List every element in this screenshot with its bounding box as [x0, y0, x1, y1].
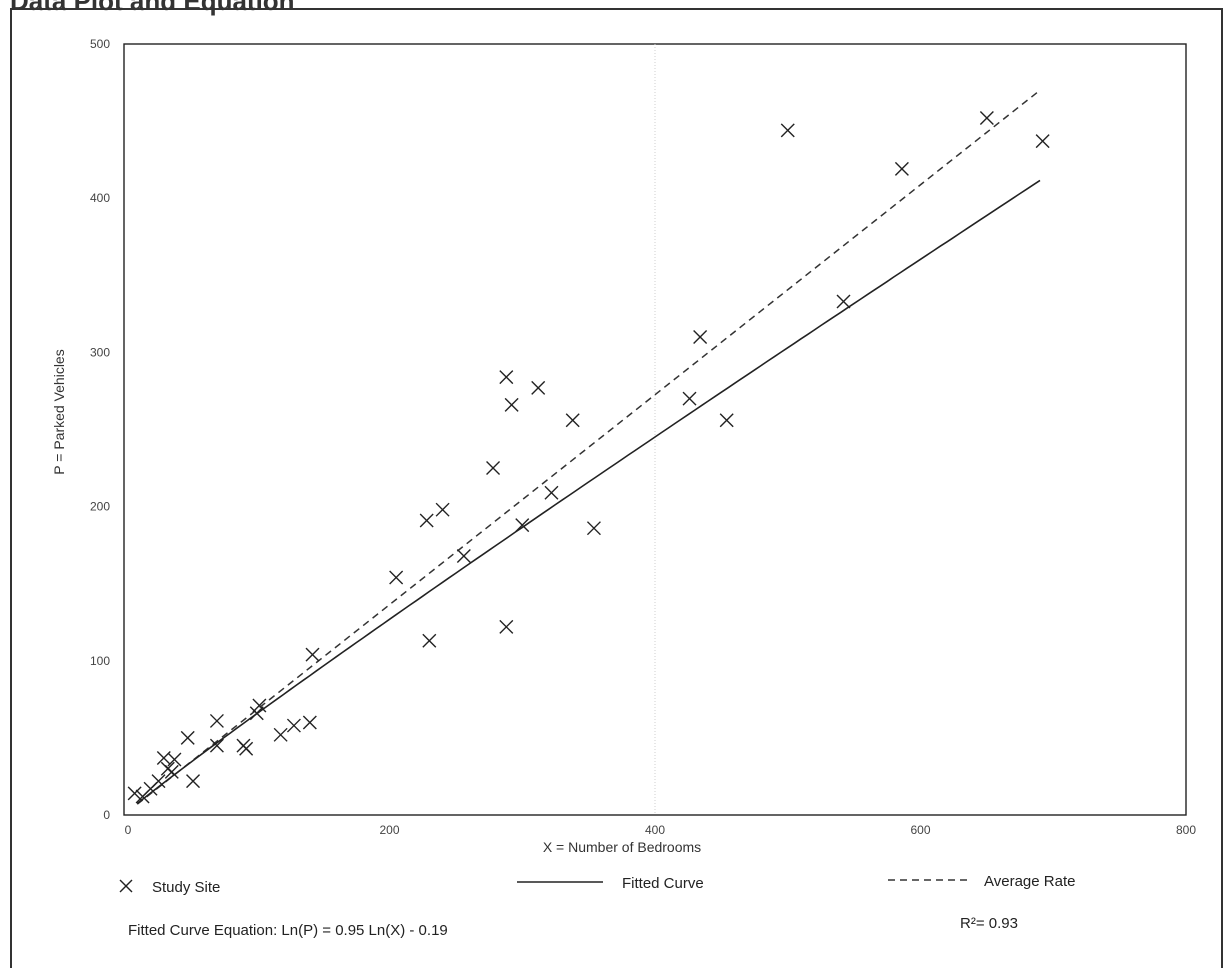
study-site-point	[693, 329, 708, 344]
study-site-point	[209, 713, 224, 728]
study-site-point	[979, 111, 994, 126]
study-site-point	[239, 741, 254, 756]
study-site-point	[682, 391, 697, 406]
study-site-point	[780, 123, 795, 138]
study-site-point	[389, 570, 404, 585]
r-squared-annotation: R²= 0.93	[960, 915, 1018, 932]
study-site-point	[504, 397, 519, 412]
average-rate-line	[136, 89, 1041, 805]
study-site-point	[515, 518, 530, 533]
study-site-point	[836, 294, 851, 309]
legend-fitted-curve-label: Fitted Curve	[622, 875, 704, 892]
x-tick-label: 0	[125, 823, 132, 837]
study-site-point	[127, 786, 142, 801]
fitted-equation-annotation: Fitted Curve Equation: Ln(P) = 0.95 Ln(X…	[128, 922, 448, 939]
x-tick-labels: 0 200 400 600 800	[125, 823, 1197, 837]
y-tick-labels: 0 100 200 300 400 500	[90, 37, 110, 822]
study-site-point	[305, 647, 320, 662]
legend-study-site-label: Study Site	[152, 879, 220, 896]
study-site-point	[499, 619, 514, 634]
x-tick-label: 400	[645, 823, 665, 837]
study-site-points	[127, 111, 1050, 804]
study-site-point	[565, 413, 580, 428]
study-site-point	[302, 715, 317, 730]
study-site-point	[151, 774, 166, 789]
study-site-point	[273, 727, 288, 742]
y-tick-label: 500	[90, 37, 110, 51]
legend-average-rate-label: Average Rate	[984, 873, 1075, 890]
y-tick-label: 100	[90, 654, 110, 668]
fitted-curve-line	[136, 179, 1041, 805]
study-site-point	[531, 380, 546, 395]
x-tick-label: 800	[1176, 823, 1196, 837]
x-tick-label: 600	[910, 823, 930, 837]
study-site-point	[286, 718, 301, 733]
study-site-point	[209, 738, 224, 753]
study-site-point	[252, 698, 267, 713]
legend: Study Site Fitted Curve Average Rate	[119, 873, 1075, 896]
study-site-point	[435, 502, 450, 517]
study-site-point	[499, 370, 514, 385]
y-tick-label: 0	[103, 808, 110, 822]
plot-area	[123, 43, 1187, 816]
legend-study-site-marker	[119, 879, 133, 893]
study-site-point	[180, 730, 195, 745]
y-tick-label: 400	[90, 191, 110, 205]
study-site-point	[456, 548, 471, 563]
study-site-point	[419, 513, 434, 528]
study-site-point	[164, 764, 179, 779]
y-axis-label: P = Parked Vehicles	[51, 349, 67, 474]
y-tick-label: 300	[90, 345, 110, 359]
study-site-point	[249, 706, 264, 721]
study-site-point	[586, 521, 601, 536]
x-tick-label: 200	[379, 823, 399, 837]
study-site-point	[544, 485, 559, 500]
study-site-point	[186, 774, 201, 789]
study-site-point	[167, 752, 182, 767]
study-site-point	[894, 161, 909, 176]
study-site-point	[1035, 134, 1050, 149]
study-site-point	[719, 413, 734, 428]
study-site-point	[422, 633, 437, 648]
x-axis-label: X = Number of Bedrooms	[543, 839, 701, 855]
chart-frame	[10, 8, 1223, 968]
y-tick-label: 200	[90, 500, 110, 514]
study-site-point	[486, 461, 501, 476]
